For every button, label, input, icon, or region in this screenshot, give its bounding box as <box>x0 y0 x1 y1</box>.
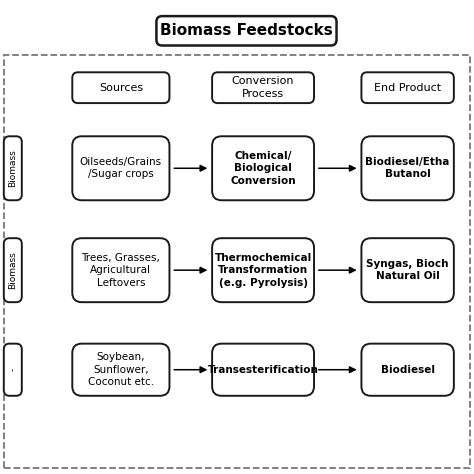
FancyBboxPatch shape <box>212 137 314 200</box>
FancyBboxPatch shape <box>156 16 337 46</box>
FancyBboxPatch shape <box>212 344 314 396</box>
Text: Sources: Sources <box>99 82 143 93</box>
FancyBboxPatch shape <box>72 137 170 200</box>
Text: Biomass: Biomass <box>9 149 17 187</box>
Text: End Product: End Product <box>374 82 441 93</box>
FancyBboxPatch shape <box>362 137 454 200</box>
FancyBboxPatch shape <box>212 238 314 302</box>
Text: Soybean,
Sunflower,
Coconut etc.: Soybean, Sunflower, Coconut etc. <box>88 352 154 387</box>
Bar <box>4 55 470 468</box>
FancyBboxPatch shape <box>4 344 22 396</box>
Text: Biodiesel/Etha
Butanol: Biodiesel/Etha Butanol <box>365 157 450 180</box>
Text: Chemical/
Biological
Conversion: Chemical/ Biological Conversion <box>230 151 296 186</box>
FancyBboxPatch shape <box>362 238 454 302</box>
FancyBboxPatch shape <box>362 72 454 103</box>
FancyBboxPatch shape <box>362 344 454 396</box>
Text: Biomass Feedstocks: Biomass Feedstocks <box>160 23 333 38</box>
FancyBboxPatch shape <box>212 72 314 103</box>
Text: Transesterification: Transesterification <box>208 365 319 375</box>
Text: Syngas, Bioch
Natural Oil: Syngas, Bioch Natural Oil <box>366 259 449 282</box>
FancyBboxPatch shape <box>72 72 170 103</box>
FancyBboxPatch shape <box>4 238 22 302</box>
Text: Oilseeds/Grains
/Sugar crops: Oilseeds/Grains /Sugar crops <box>80 157 162 180</box>
Text: Conversion
Process: Conversion Process <box>232 76 294 99</box>
FancyBboxPatch shape <box>72 344 170 396</box>
FancyBboxPatch shape <box>4 137 22 200</box>
Text: Biomass: Biomass <box>9 251 17 289</box>
FancyBboxPatch shape <box>72 238 170 302</box>
Text: Thermochemical
Transformation
(e.g. Pyrolysis): Thermochemical Transformation (e.g. Pyro… <box>214 253 312 288</box>
Text: Biodiesel: Biodiesel <box>381 365 435 375</box>
Text: -: - <box>9 368 17 371</box>
Text: Trees, Grasses,
Agricultural
Leftovers: Trees, Grasses, Agricultural Leftovers <box>82 253 160 288</box>
